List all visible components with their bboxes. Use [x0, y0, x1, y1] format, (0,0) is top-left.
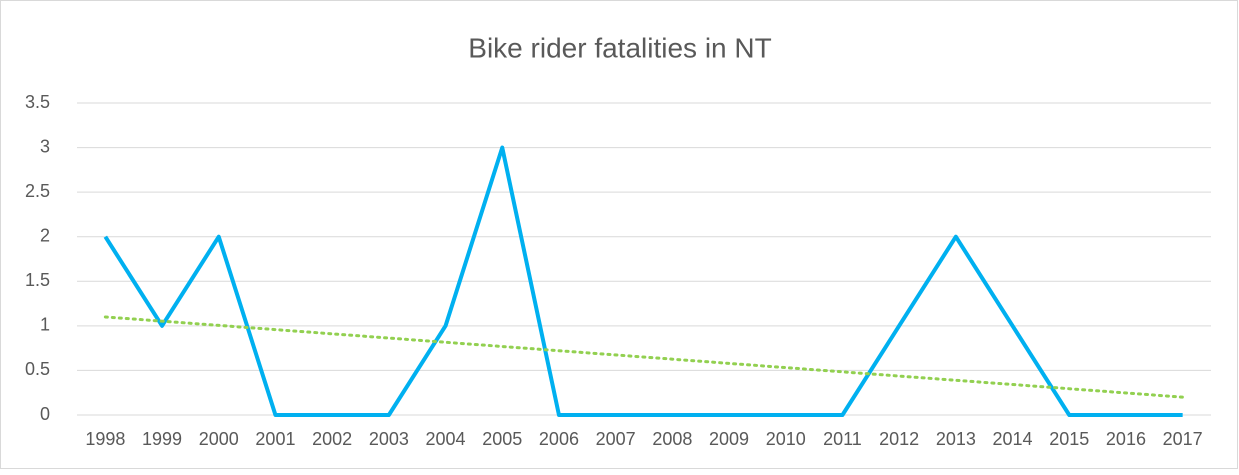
x-tick-label: 1998: [85, 429, 125, 449]
x-tick-label: 2014: [993, 429, 1033, 449]
x-tick-label: 2003: [369, 429, 409, 449]
x-tick-label: 2009: [709, 429, 749, 449]
x-tick-label: 2012: [879, 429, 919, 449]
x-tick-label: 2004: [426, 429, 466, 449]
chart-title: Bike rider fatalities in NT: [468, 32, 771, 63]
x-tick-label: 2008: [652, 429, 692, 449]
y-tick-label: 3: [40, 136, 50, 156]
x-tick-label: 2005: [482, 429, 522, 449]
x-tick-label: 2011: [823, 429, 862, 449]
y-tick-label: 3.5: [25, 92, 50, 112]
x-tick-label: 2007: [596, 429, 636, 449]
x-tick-label: 2001: [255, 429, 295, 449]
x-tick-label: 2006: [539, 429, 579, 449]
y-tick-label: 1: [40, 315, 50, 335]
y-tick-label: 0: [40, 404, 50, 424]
x-tick-label: 2002: [312, 429, 352, 449]
y-tick-label: 1.5: [25, 270, 50, 290]
x-tick-label: 1999: [142, 429, 182, 449]
x-tick-label: 2017: [1163, 429, 1203, 449]
x-tick-label: 2013: [936, 429, 976, 449]
data-line: [103, 145, 1183, 417]
x-tick-label: 2016: [1106, 429, 1146, 449]
x-tick-label: 2010: [766, 429, 806, 449]
y-tick-label: 2.5: [25, 181, 50, 201]
x-tick-label: 2000: [199, 429, 239, 449]
y-tick-label: 2: [40, 225, 50, 245]
x-tick-label: 2015: [1049, 429, 1089, 449]
y-tick-label: 0.5: [25, 359, 50, 379]
trend-line: [103, 315, 1185, 399]
